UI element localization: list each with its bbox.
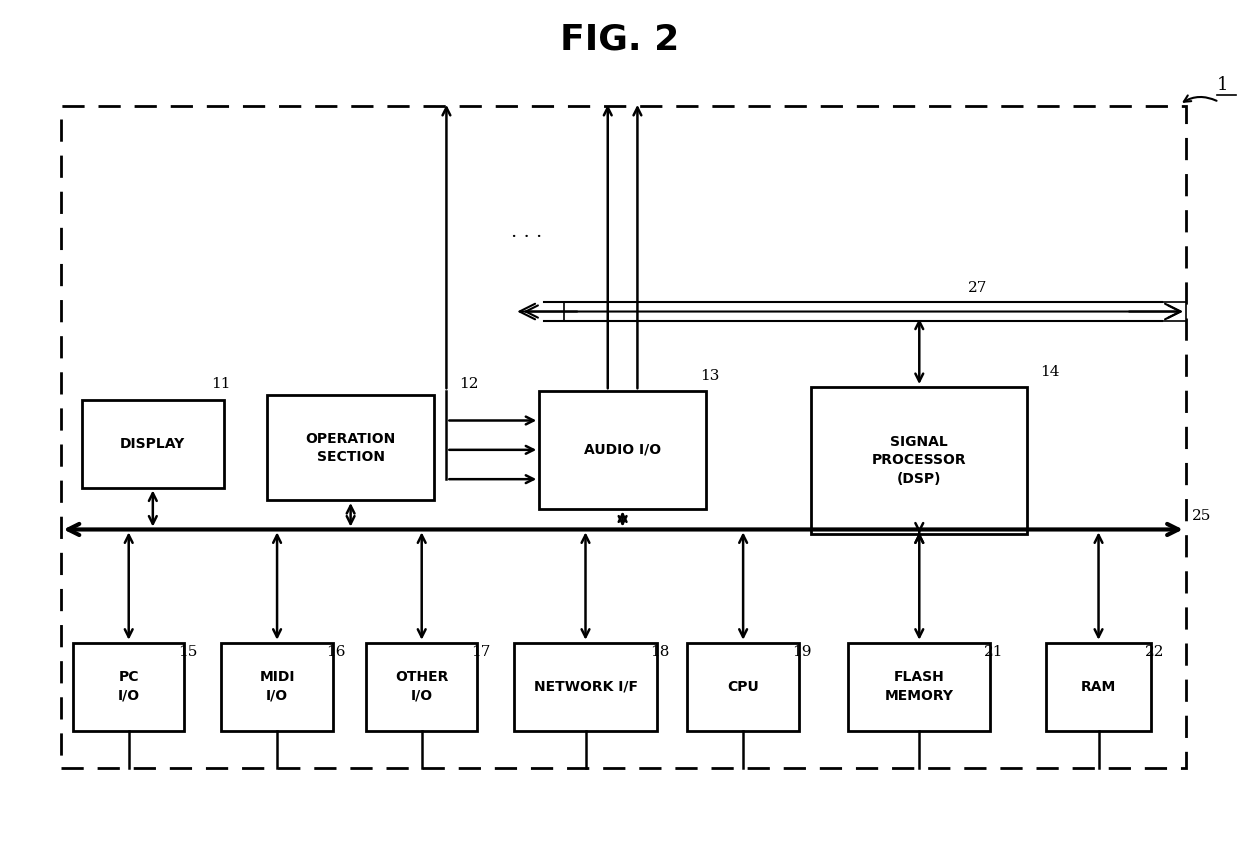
Bar: [1046, 643, 1151, 731]
Text: 12: 12: [458, 377, 478, 391]
Bar: [564, 302, 1186, 320]
Text: CPU: CPU: [727, 680, 760, 694]
Text: RAM: RAM: [1080, 680, 1116, 694]
Bar: [222, 643, 333, 731]
Text: 22: 22: [1145, 645, 1165, 659]
Bar: [73, 643, 185, 731]
Bar: [688, 643, 799, 731]
Bar: [61, 106, 1186, 769]
Text: FLASH
MEMORY: FLASH MEMORY: [885, 670, 954, 703]
Text: . . .: . . .: [512, 223, 543, 241]
Text: 19: 19: [793, 645, 812, 659]
Bar: [514, 643, 657, 731]
Bar: [539, 391, 706, 509]
Bar: [268, 395, 434, 500]
Text: SIGNAL
PROCESSOR
(DSP): SIGNAL PROCESSOR (DSP): [872, 435, 966, 486]
Text: AUDIO I/O: AUDIO I/O: [584, 443, 662, 457]
Text: NETWORK I/F: NETWORK I/F: [534, 680, 638, 694]
Text: 21: 21: [984, 645, 1004, 659]
Bar: [82, 399, 224, 488]
Text: 13: 13: [700, 369, 719, 383]
Text: 16: 16: [327, 645, 346, 659]
Bar: [849, 643, 990, 731]
Text: 27: 27: [969, 281, 987, 294]
Text: PC
I/O: PC I/O: [118, 670, 140, 703]
Text: 18: 18: [650, 645, 670, 659]
Text: OTHER
I/O: OTHER I/O: [395, 670, 449, 703]
Text: FIG. 2: FIG. 2: [560, 22, 679, 56]
Text: DISPLAY: DISPLAY: [120, 436, 186, 451]
Text: 17: 17: [471, 645, 491, 659]
Text: MIDI
I/O: MIDI I/O: [259, 670, 295, 703]
Text: 14: 14: [1040, 365, 1059, 378]
Text: 11: 11: [212, 377, 230, 391]
Text: 1: 1: [1217, 76, 1228, 93]
Text: 25: 25: [1192, 509, 1212, 523]
Bar: [812, 387, 1027, 534]
Bar: [366, 643, 477, 731]
Text: 15: 15: [178, 645, 197, 659]
Text: OPERATION
SECTION: OPERATION SECTION: [306, 431, 395, 464]
